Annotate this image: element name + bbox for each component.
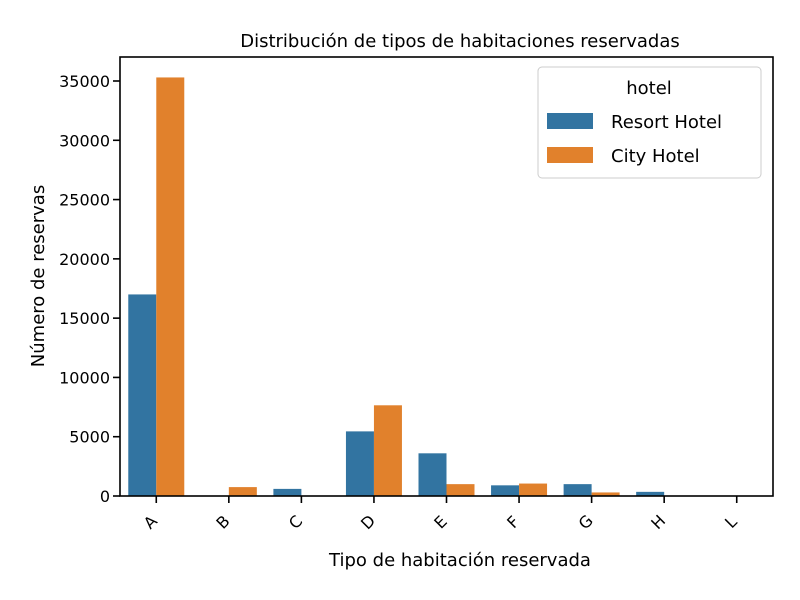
y-tick-label: 5000 xyxy=(69,428,110,447)
bar-resort-hotel-D xyxy=(345,431,374,496)
legend-swatch-resort-hotel xyxy=(547,113,593,129)
chart-title: Distribución de tipos de habitaciones re… xyxy=(240,31,680,52)
y-tick-label: 10000 xyxy=(59,368,110,387)
legend-label-city-hotel: City Hotel xyxy=(611,146,700,167)
y-axis: 0 5000 10000 15000 20000 25000 30000 35000 xyxy=(59,72,120,506)
x-tick-label-D: D xyxy=(357,511,379,533)
bar-resort-hotel-E xyxy=(418,453,447,496)
legend: hotel Resort Hotel City Hotel xyxy=(537,66,762,179)
x-tick-label-G: G xyxy=(575,511,597,533)
x-tick-label-E: E xyxy=(430,512,451,533)
x-tick-label-H: H xyxy=(647,511,669,533)
bars-group xyxy=(128,77,665,496)
legend-label-resort-hotel: Resort Hotel xyxy=(611,112,722,133)
bar-resort-hotel-G xyxy=(563,484,592,496)
x-tick-label-B: B xyxy=(212,512,233,533)
bar-city-hotel-B xyxy=(228,487,257,496)
x-tick-label-L: L xyxy=(721,512,741,532)
x-tick-label-A: A xyxy=(140,511,161,532)
legend-swatch-city-hotel xyxy=(547,147,593,163)
bar-resort-hotel-F xyxy=(491,485,520,496)
y-tick-label: 30000 xyxy=(59,131,110,150)
y-tick-label: 15000 xyxy=(59,309,110,328)
y-tick-label: 20000 xyxy=(59,250,110,269)
y-tick-label: 35000 xyxy=(59,72,110,91)
bar-resort-hotel-H xyxy=(636,491,665,496)
bar-city-hotel-A xyxy=(156,77,185,496)
y-tick-label: 25000 xyxy=(59,191,110,210)
bar-city-hotel-E xyxy=(446,484,475,496)
bar-city-hotel-D xyxy=(373,405,402,496)
x-tick-label-C: C xyxy=(285,511,306,532)
plot-frame xyxy=(119,56,774,497)
bar-city-hotel-F xyxy=(519,483,548,496)
legend-title: hotel xyxy=(626,78,672,99)
legend-box xyxy=(537,66,762,179)
x-tick-label-F: F xyxy=(503,512,523,532)
bar-resort-hotel-A xyxy=(128,294,157,496)
y-tick-label: 0 xyxy=(100,487,110,506)
x-axis-label: Tipo de habitación reservada xyxy=(328,550,591,571)
y-axis-label: Número de reservas xyxy=(28,185,49,367)
bar-city-hotel-G xyxy=(591,492,620,496)
bar-resort-hotel-C xyxy=(273,488,302,496)
